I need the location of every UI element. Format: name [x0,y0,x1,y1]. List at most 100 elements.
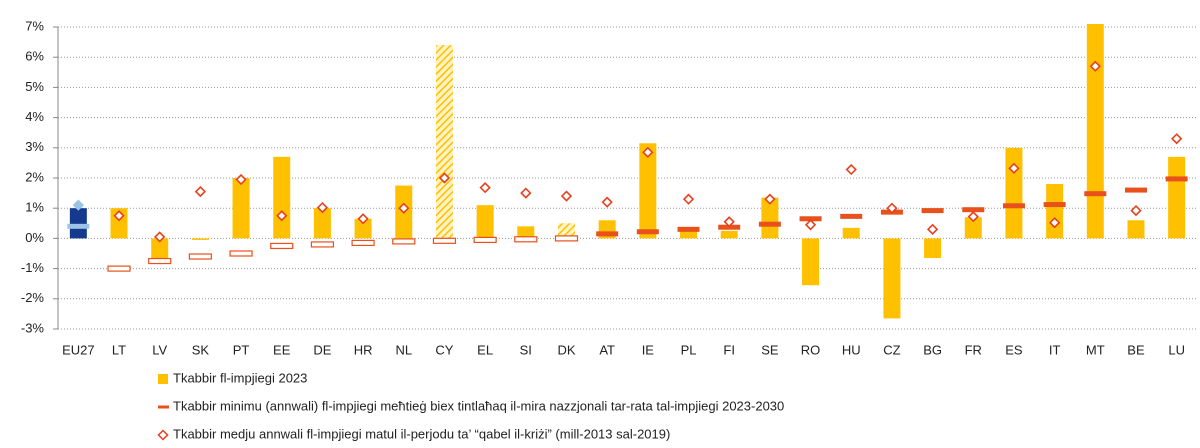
bar [273,156,291,239]
diamond-marker [1008,162,1020,174]
bar [1168,156,1186,239]
target-dash [310,241,335,248]
bar [680,227,698,239]
target-dash [962,207,985,213]
bar [1127,220,1145,239]
diamond-marker [113,210,125,222]
x-tick-label: FR [965,342,982,357]
target-dash [758,221,781,227]
x-tick-label: RO [801,342,821,357]
bar [802,238,820,286]
y-tick-label: 7% [25,18,44,33]
bar [517,226,535,239]
diamond-marker [1048,217,1061,229]
bar [476,205,494,239]
y-tick-label: -3% [21,320,45,335]
y-tick-label: 5% [25,79,44,94]
x-tick-label: SK [192,342,210,357]
y-tick-label: 6% [25,49,44,64]
diamond-marker [438,172,451,184]
x-tick-label: EE [273,342,291,357]
target-dash [840,213,863,219]
target-dash [229,250,253,257]
target-dash [188,253,212,260]
bar [191,238,209,240]
x-tick-label: LV [152,342,167,357]
bar [354,218,372,239]
target-dash [351,239,375,247]
marks [67,23,1188,319]
bar [924,238,942,259]
diamond-marker [926,223,939,235]
diamond-marker [520,187,532,199]
diamond-marker [601,196,613,208]
y-tick-label: 4% [25,109,44,124]
target-dash [554,235,579,242]
bar [964,217,982,239]
x-tick-label: SI [520,342,532,357]
x-tick-label: NL [395,342,412,357]
target-dash [270,242,294,250]
bar [232,178,250,239]
target-dash [148,257,172,265]
bar [557,223,575,239]
diamond-marker [682,193,695,205]
target-dash [514,236,538,243]
x-tick-label: AT [599,342,615,357]
target-dash [596,231,619,237]
legend-label: Tkabbir fl-impjiegi 2023 [173,370,307,385]
bar [720,230,738,239]
diamond-marker [235,173,247,186]
diamond-marker [154,231,166,243]
x-tick-label: CZ [883,342,900,357]
target-dash [1124,187,1147,193]
target-dash [921,208,944,214]
target-dash [799,216,822,222]
diamond-marker [723,216,735,228]
x-tick-label: MT [1086,342,1105,357]
x-tick-label: BG [923,342,942,357]
y-tick-label: 1% [25,200,44,215]
bar [1005,147,1023,239]
x-tick-label: CY [435,342,453,357]
bar [69,208,87,239]
legend-swatch [158,374,168,384]
target-dash [107,265,131,272]
x-tick-label: IT [1049,342,1061,357]
diamond-marker [316,201,329,214]
target-dash [67,223,90,229]
y-tick-label: -2% [21,290,45,305]
diamond-marker [560,190,573,202]
x-tick-label: EL [477,342,493,357]
diamond-marker [967,211,979,223]
bar [151,238,169,260]
x-tick-label: LU [1168,342,1185,357]
x-tick-label: ES [1005,342,1023,357]
x-tick-label: SE [761,342,779,357]
x-tick-label: IE [642,342,655,357]
x-tick-label: PT [233,342,250,357]
bar [883,238,901,319]
x-tick-label: PL [681,342,697,357]
y-tick-label: 2% [25,169,44,184]
diamond-marker [398,202,410,214]
target-dash [1043,202,1066,208]
diamond-marker [479,182,491,194]
diamond-marker [886,202,898,214]
bar [435,45,453,239]
diamond-marker [804,219,817,231]
x-tick-label: BE [1127,342,1145,357]
y-tick-label: -1% [21,260,45,275]
x-tick-label: LT [112,342,126,357]
bar [639,143,657,239]
diamond-marker [1171,133,1183,145]
x-tick-label: EU27 [62,342,95,357]
y-tick-label: 3% [25,139,44,154]
bar [1046,184,1064,239]
diamond-marker [1089,60,1101,72]
target-dash [432,237,457,244]
x-tick-label: HU [842,342,861,357]
diamond-marker [1130,204,1142,217]
diamond-marker [845,163,857,176]
